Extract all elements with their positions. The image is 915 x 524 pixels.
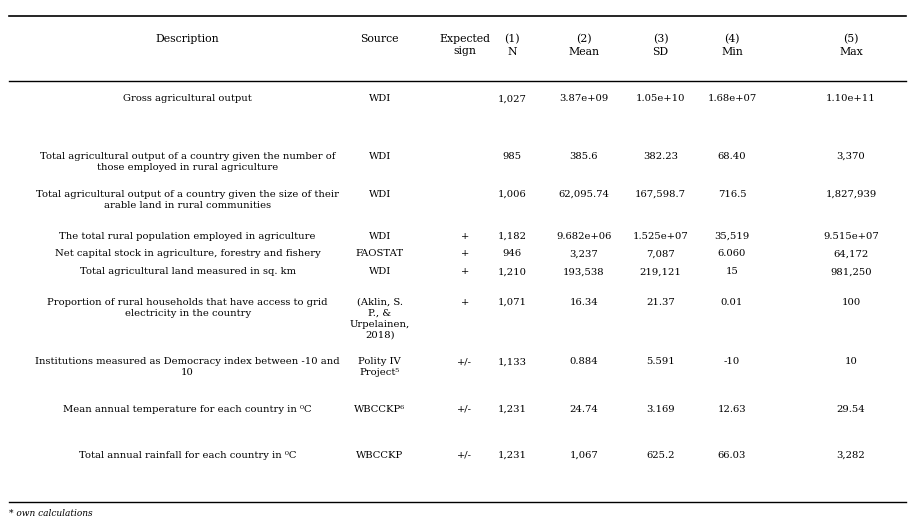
Text: 1,071: 1,071 <box>498 298 527 307</box>
Text: 15: 15 <box>726 267 738 276</box>
Text: +/-: +/- <box>458 451 472 460</box>
Text: 946: 946 <box>503 249 522 258</box>
Text: 1,067: 1,067 <box>569 451 598 460</box>
Text: 1,827,939: 1,827,939 <box>825 190 877 199</box>
Text: 10: 10 <box>845 357 857 366</box>
Text: Net capital stock in agriculture, forestry and fishery: Net capital stock in agriculture, forest… <box>55 249 320 258</box>
Text: 1,027: 1,027 <box>498 94 527 103</box>
Text: Description: Description <box>156 34 220 44</box>
Text: 5.591: 5.591 <box>646 357 675 366</box>
Text: 385.6: 385.6 <box>569 152 598 161</box>
Text: 625.2: 625.2 <box>646 451 675 460</box>
Text: +/-: +/- <box>458 405 472 413</box>
Text: WDI: WDI <box>369 190 391 199</box>
Text: Institutions measured as Democracy index between -10 and
10: Institutions measured as Democracy index… <box>36 357 339 377</box>
Text: Total agricultural land measured in sq. km: Total agricultural land measured in sq. … <box>80 267 296 276</box>
Text: 3,282: 3,282 <box>836 451 866 460</box>
Text: 1,231: 1,231 <box>498 405 527 413</box>
Text: 3,237: 3,237 <box>569 249 598 258</box>
Text: (4)
Min: (4) Min <box>721 34 743 57</box>
Text: 716.5: 716.5 <box>717 190 747 199</box>
Text: 9.515e+07: 9.515e+07 <box>824 232 878 241</box>
Text: 1,210: 1,210 <box>498 267 527 276</box>
Text: -10: -10 <box>724 357 740 366</box>
Text: 1,182: 1,182 <box>498 232 527 241</box>
Text: 100: 100 <box>841 298 861 307</box>
Text: 1,231: 1,231 <box>498 451 527 460</box>
Text: 3.169: 3.169 <box>646 405 675 413</box>
Text: Mean annual temperature for each country in ⁰C: Mean annual temperature for each country… <box>63 405 312 413</box>
Text: 193,538: 193,538 <box>563 267 605 276</box>
Text: Gross agricultural output: Gross agricultural output <box>124 94 252 103</box>
Text: 7,087: 7,087 <box>646 249 675 258</box>
Text: * own calculations: * own calculations <box>9 509 92 518</box>
Text: Expected
sign: Expected sign <box>439 34 490 57</box>
Text: 985: 985 <box>503 152 522 161</box>
Text: 29.54: 29.54 <box>836 405 866 413</box>
Text: +: + <box>460 249 469 258</box>
Text: 0.884: 0.884 <box>569 357 598 366</box>
Text: Total agricultural output of a country given the size of their
arable land in ru: Total agricultural output of a country g… <box>36 190 339 210</box>
Text: 1.05e+10: 1.05e+10 <box>636 94 685 103</box>
Text: Total agricultural output of a country given the number of
those employed in rur: Total agricultural output of a country g… <box>40 152 335 172</box>
Text: +/-: +/- <box>458 357 472 366</box>
Text: 1.68e+07: 1.68e+07 <box>707 94 757 103</box>
Text: 382.23: 382.23 <box>643 152 678 161</box>
Text: 24.74: 24.74 <box>569 405 598 413</box>
Text: WDI: WDI <box>369 152 391 161</box>
Text: +: + <box>460 298 469 307</box>
Text: (2)
Mean: (2) Mean <box>568 34 599 57</box>
Text: Polity IV
Project⁵: Polity IV Project⁵ <box>359 357 401 377</box>
Text: 1,006: 1,006 <box>498 190 527 199</box>
Text: (3)
SD: (3) SD <box>652 34 669 57</box>
Text: (1)
N: (1) N <box>504 34 521 57</box>
Text: 1.10e+11: 1.10e+11 <box>826 94 876 103</box>
Text: 21.37: 21.37 <box>646 298 675 307</box>
Text: 66.03: 66.03 <box>717 451 747 460</box>
Text: 3.87e+09: 3.87e+09 <box>559 94 608 103</box>
Text: WBCCKP⁶: WBCCKP⁶ <box>354 405 405 413</box>
Text: (Aklin, S.
P., &
Urpelainen,
2018): (Aklin, S. P., & Urpelainen, 2018) <box>350 298 410 340</box>
Text: 62,095.74: 62,095.74 <box>558 190 609 199</box>
Text: Source: Source <box>361 34 399 44</box>
Text: WBCCKP: WBCCKP <box>356 451 404 460</box>
Text: +: + <box>460 232 469 241</box>
Text: WDI: WDI <box>369 94 391 103</box>
Text: 6.060: 6.060 <box>717 249 747 258</box>
Text: Proportion of rural households that have access to grid
electricity in the count: Proportion of rural households that have… <box>48 298 328 318</box>
Text: 167,598.7: 167,598.7 <box>635 190 686 199</box>
Text: 64,172: 64,172 <box>834 249 868 258</box>
Text: 12.63: 12.63 <box>717 405 747 413</box>
Text: Total annual rainfall for each country in ⁰C: Total annual rainfall for each country i… <box>79 451 296 460</box>
Text: 981,250: 981,250 <box>830 267 872 276</box>
Text: 0.01: 0.01 <box>721 298 743 307</box>
Text: The total rural population employed in agriculture: The total rural population employed in a… <box>59 232 316 241</box>
Text: 35,519: 35,519 <box>715 232 749 241</box>
Text: (5)
Max: (5) Max <box>839 34 863 57</box>
Text: 1.525e+07: 1.525e+07 <box>633 232 688 241</box>
Text: WDI: WDI <box>369 232 391 241</box>
Text: 9.682e+06: 9.682e+06 <box>556 232 611 241</box>
Text: 219,121: 219,121 <box>640 267 682 276</box>
Text: 1,133: 1,133 <box>498 357 527 366</box>
Text: 16.34: 16.34 <box>569 298 598 307</box>
Text: +: + <box>460 267 469 276</box>
Text: 3,370: 3,370 <box>836 152 866 161</box>
Text: WDI: WDI <box>369 267 391 276</box>
Text: 68.40: 68.40 <box>717 152 747 161</box>
Text: FAOSTAT: FAOSTAT <box>356 249 404 258</box>
